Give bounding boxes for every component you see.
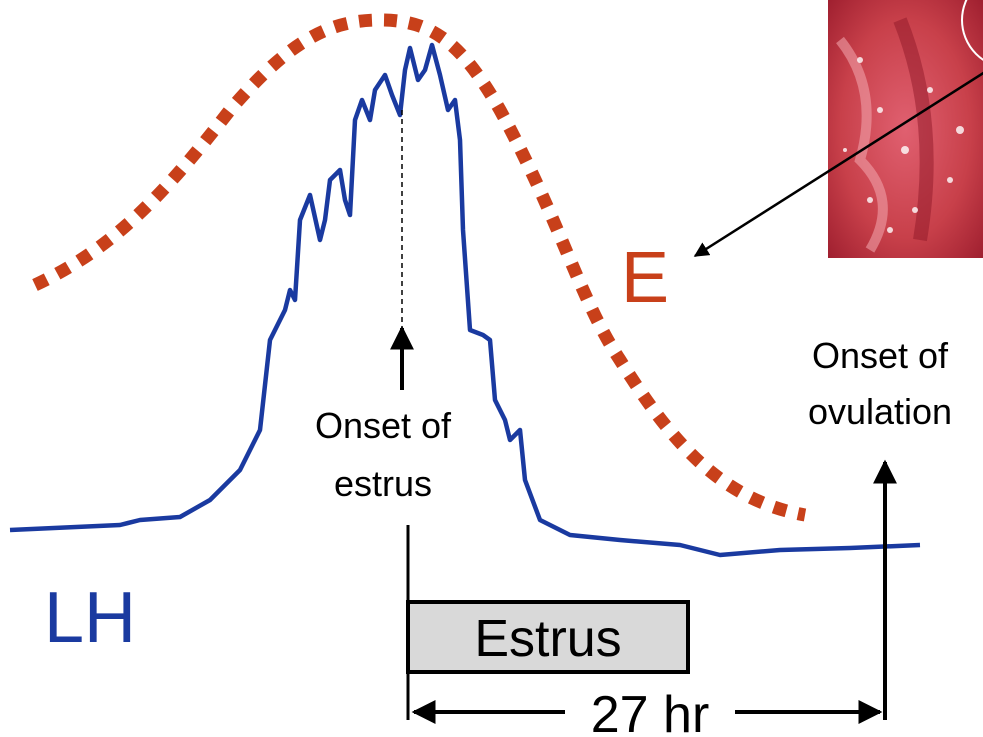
lh-curve [10, 45, 920, 555]
duration-label: 27 hr [591, 686, 710, 737]
diagram: E LH Onset of estrus Onset of ovulation … [0, 0, 983, 737]
photo [828, 0, 983, 258]
onset-estrus-line2: estrus [334, 463, 432, 504]
estrus-box-label: Estrus [474, 610, 621, 668]
lh-label: LH [44, 578, 136, 658]
e-label: E [621, 238, 669, 318]
onset-ovulation-line2: ovulation [808, 391, 952, 432]
onset-estrus-line1: Onset of [315, 405, 452, 446]
onset-ovulation-line1: Onset of [812, 335, 949, 376]
